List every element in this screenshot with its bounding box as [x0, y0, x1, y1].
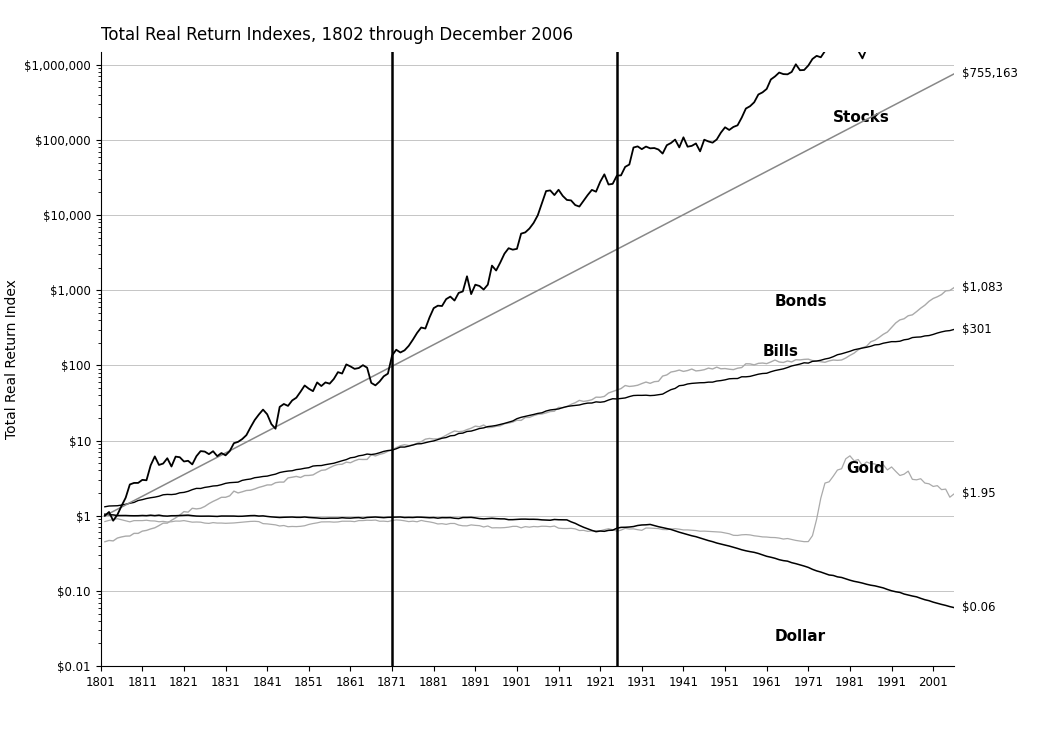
Text: $755,163: $755,163 — [962, 68, 1019, 80]
Text: Bonds: Bonds — [775, 294, 828, 309]
Text: $301: $301 — [962, 323, 992, 336]
Text: Dollar: Dollar — [775, 629, 826, 644]
Text: $1,083: $1,083 — [962, 281, 1003, 294]
Text: Bills: Bills — [762, 344, 798, 358]
Text: Total Real Return Indexes, 1802 through December 2006: Total Real Return Indexes, 1802 through … — [101, 26, 572, 43]
Text: Gold: Gold — [846, 461, 884, 476]
Y-axis label: Total Real Return Index: Total Real Return Index — [4, 279, 19, 439]
Text: $1.95: $1.95 — [962, 487, 996, 500]
Text: Stocks: Stocks — [833, 110, 890, 125]
Text: $0.06: $0.06 — [962, 601, 995, 614]
